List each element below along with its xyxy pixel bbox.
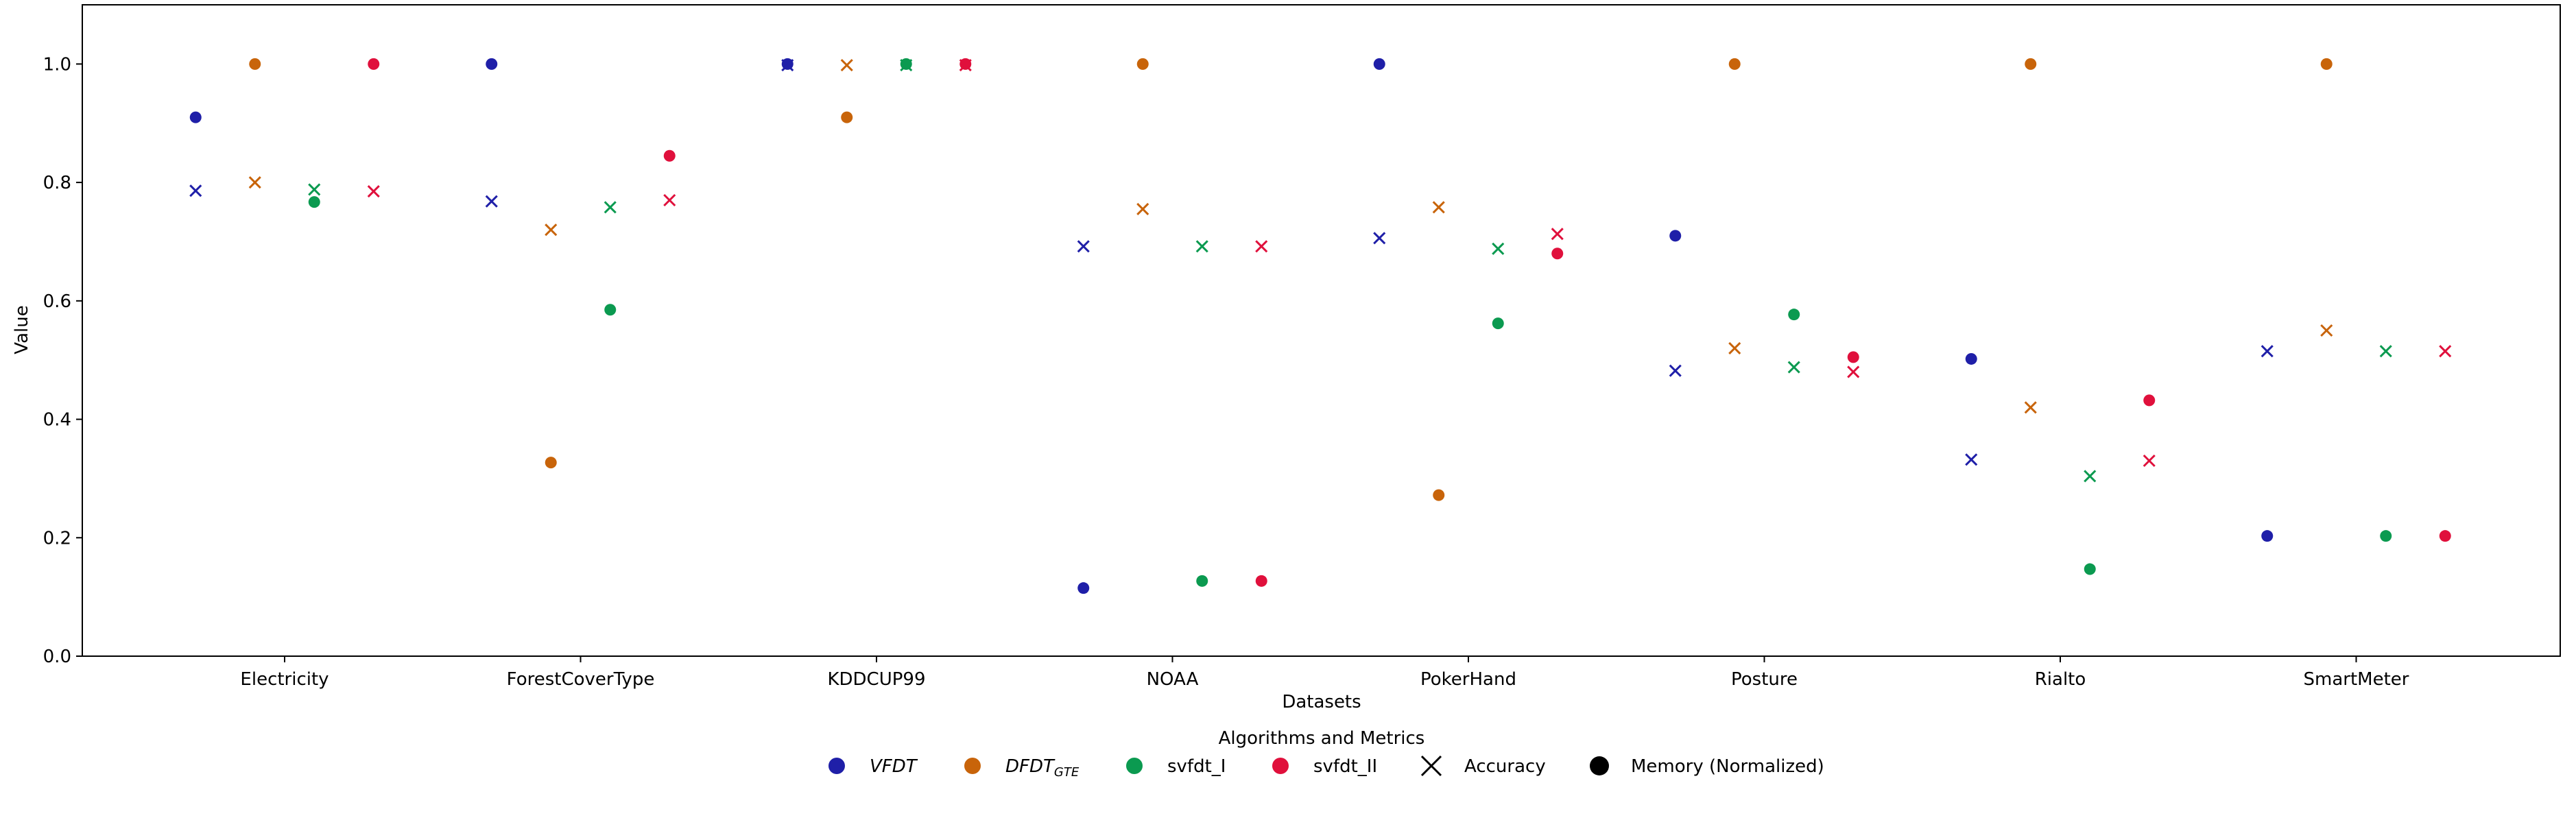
memory-point <box>1728 58 1741 70</box>
accuracy-point <box>248 176 261 189</box>
memory-point <box>1433 489 1445 501</box>
legend-marker <box>1272 758 1289 774</box>
memory-point <box>2261 530 2274 542</box>
y-tick-label: 0.2 <box>43 528 71 549</box>
memory-point <box>1788 309 1800 321</box>
x-tick-label: NOAA <box>1147 669 1199 690</box>
accuracy-point <box>2084 470 2097 483</box>
memory-point <box>1077 582 1090 594</box>
accuracy-point <box>1787 361 1800 374</box>
accuracy-point <box>2439 345 2452 358</box>
legend-label: DFDTGTE <box>1005 756 1080 780</box>
accuracy-point <box>1847 365 1860 378</box>
accuracy-point <box>663 193 676 207</box>
accuracy-point <box>604 201 617 214</box>
memory-point <box>841 111 853 123</box>
memory-point <box>249 58 261 70</box>
plot-frame <box>82 4 2561 657</box>
legend-label: Accuracy <box>1464 756 1546 777</box>
accuracy-point <box>781 59 794 72</box>
accuracy-point <box>1432 201 1445 214</box>
x-tick-label: Electricity <box>240 669 329 690</box>
accuracy-point <box>2261 345 2274 358</box>
memory-point <box>2084 563 2096 575</box>
memory-point <box>1196 575 1208 587</box>
accuracy-point <box>2024 401 2037 414</box>
y-axis-label: Value <box>12 305 32 354</box>
x-tick-label: ForestCoverType <box>507 669 655 690</box>
accuracy-point <box>1077 240 1090 253</box>
accuracy-point <box>840 59 853 72</box>
accuracy-point <box>1965 453 1978 466</box>
legend: VFDT DFDTGTE svfdt_I svfdt_II Accuracy Memory… <box>828 755 1824 780</box>
accuracy-point <box>2320 324 2333 337</box>
legend-marker <box>828 758 845 774</box>
accuracy-point <box>1728 341 1741 354</box>
accuracy-point <box>485 195 498 208</box>
memory-point <box>1847 351 1859 363</box>
legend-marker <box>964 758 981 774</box>
memory-point <box>1965 352 1977 365</box>
x-tick-label: SmartMeter <box>2304 669 2409 690</box>
memory-point <box>1373 58 1385 70</box>
memory-point <box>486 58 498 70</box>
x-tick-label: PokerHand <box>1420 669 1516 690</box>
accuracy-point <box>189 184 202 197</box>
memory-point <box>1669 230 1682 242</box>
accuracy-point <box>545 224 558 237</box>
memory-point <box>189 111 202 123</box>
y-tick-label: 0.0 <box>43 647 71 667</box>
memory-point <box>368 58 380 70</box>
y-tick-label: 0.6 <box>43 291 71 312</box>
memory-point <box>545 457 557 469</box>
accuracy-point <box>1551 228 1564 241</box>
accuracy-point <box>1373 232 1386 245</box>
legend-marker <box>1126 758 1143 774</box>
memory-point <box>1492 317 1504 330</box>
x-tick-label: Posture <box>1731 669 1798 690</box>
legend-memory-marker <box>1590 756 1609 775</box>
accuracy-point <box>1136 202 1149 216</box>
accuracy-point <box>1492 242 1505 255</box>
x-tick-label: KDDCUP99 <box>827 669 925 690</box>
x-tick-label: Rialto <box>2035 669 2086 690</box>
memory-point <box>1136 58 1149 70</box>
legend-label: Memory (Normalized) <box>1631 756 1824 777</box>
legend-title: Algorithms and Metrics <box>1219 728 1425 749</box>
y-tick-label: 0.8 <box>43 173 71 193</box>
accuracy-point <box>1255 240 1268 253</box>
memory-point <box>2439 530 2451 542</box>
memory-point <box>2143 394 2156 407</box>
y-tick-label: 1.0 <box>43 54 71 75</box>
legend-accuracy-marker <box>1420 755 1442 777</box>
x-axis-label: Datasets <box>1282 692 1361 712</box>
legend-label: svfdt_II <box>1313 756 1377 777</box>
memory-point <box>1551 248 1564 260</box>
memory-point <box>1255 575 1267 587</box>
memory-point <box>2380 530 2392 542</box>
accuracy-point <box>2143 454 2156 468</box>
memory-point <box>2320 58 2333 70</box>
memory-point <box>2025 58 2037 70</box>
y-tick-label: 0.4 <box>43 410 71 431</box>
plot-area: 0.0 0.2 0.4 0.6 0.8 1.0 Electricity ForestCover… <box>43 4 2561 690</box>
accuracy-point <box>308 183 321 196</box>
memory-point <box>308 196 320 208</box>
memory-point <box>663 149 676 162</box>
accuracy-point <box>1195 240 1208 253</box>
accuracy-point <box>2379 345 2392 358</box>
memory-point <box>604 304 617 316</box>
accuracy-point <box>367 184 380 198</box>
accuracy-point <box>900 59 913 72</box>
accuracy-point <box>1669 364 1682 377</box>
legend-label: svfdt_I <box>1167 756 1226 777</box>
legend-label: VFDT <box>870 756 918 777</box>
accuracy-point <box>959 59 972 72</box>
